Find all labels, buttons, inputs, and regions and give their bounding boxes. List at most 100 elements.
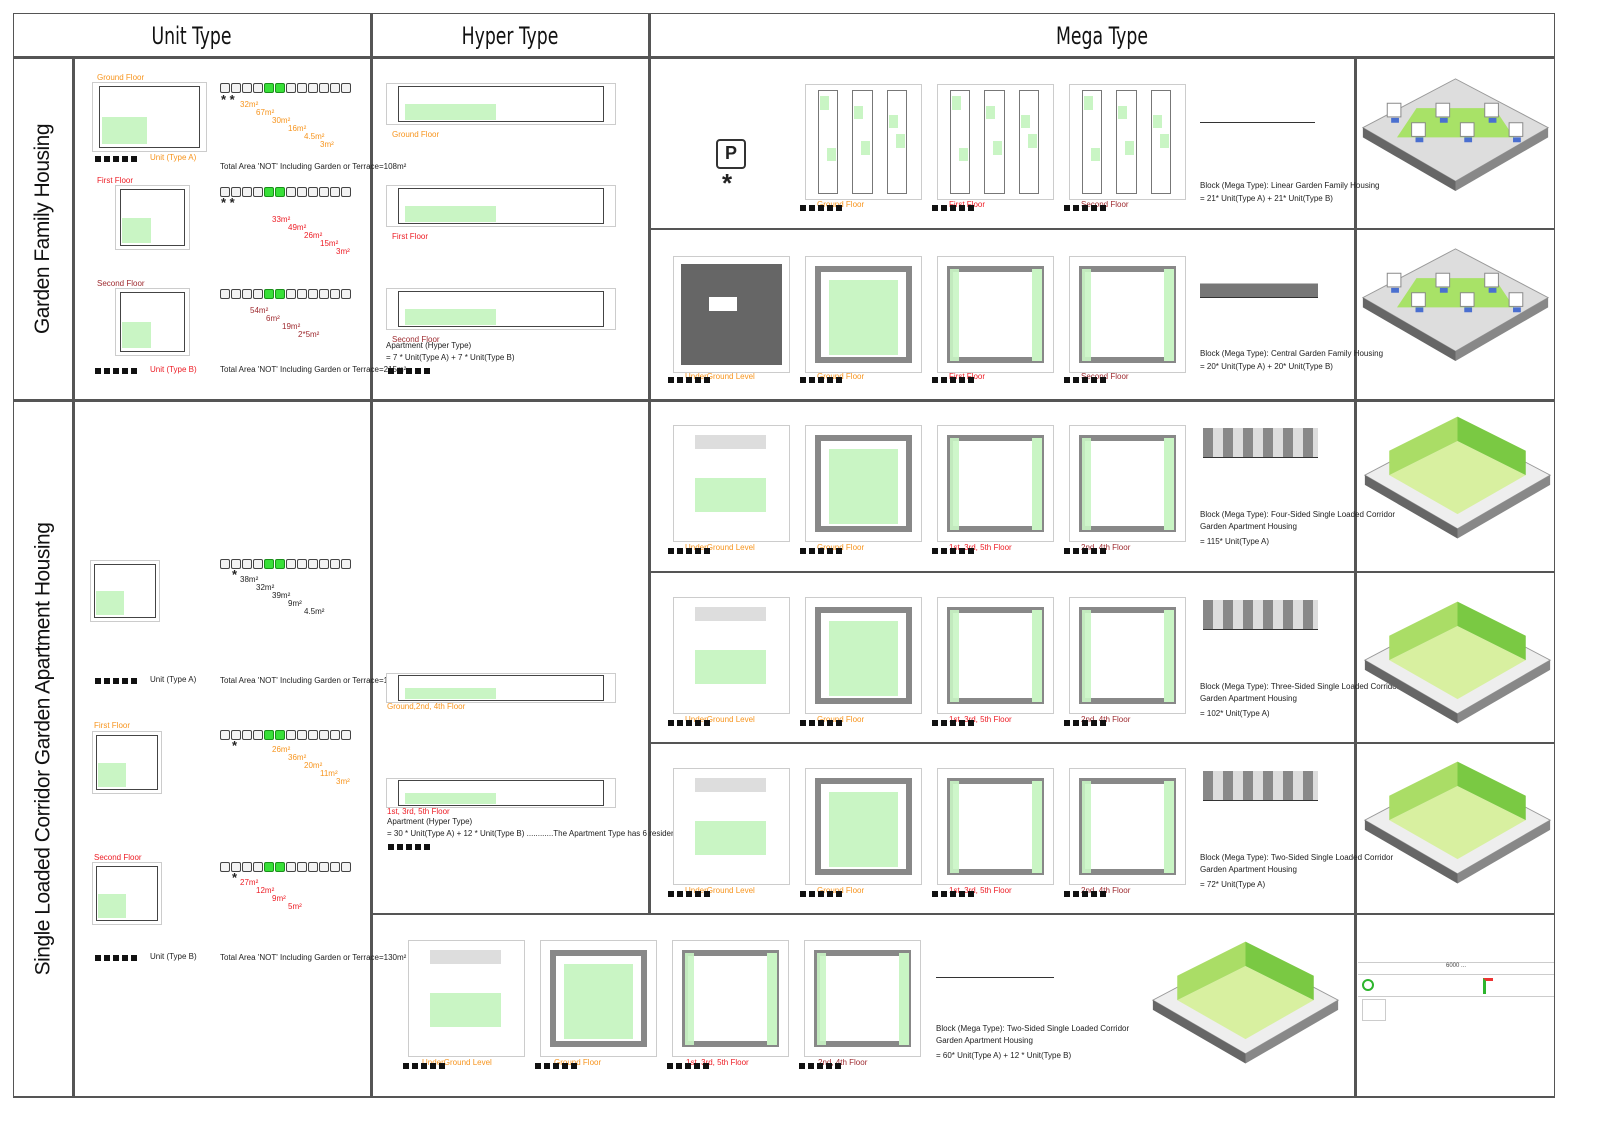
bed-icon [242,289,252,299]
area-label: 4.5m² [304,132,325,141]
floor-label: UnderGround Level [685,715,755,724]
section-elevation [936,950,1054,978]
mega-description: = 102* Unit(Type A) [1200,709,1270,718]
floor-label: UnderGround Level [685,372,755,381]
unit-type-label: Unit (Type B) [150,365,197,374]
parking-icon [231,559,241,569]
scale-bar [95,955,137,961]
scale-bar [668,377,710,383]
mega-plan [937,425,1054,542]
area-label: 36m² [288,753,307,762]
room-icon-strip [220,187,351,197]
hyper-plan [386,288,616,330]
scale-bar [668,720,710,726]
mega-plan [1069,84,1186,200]
asterisk-icon: * [232,738,238,753]
garden-icon [264,862,274,872]
unit-type-label: Unit (Type A) [150,153,197,162]
hyper-plan [386,778,616,808]
mega-description: Garden Apartment Housing [1200,865,1297,874]
floor-label: First Floor [97,176,133,185]
header-unit-type: Unit Type [151,21,232,50]
grid-line [1554,13,1555,1097]
kitchen-icon [308,187,318,197]
asterisk-icon: * * [221,195,235,210]
kitchen-icon [308,730,318,740]
floor-label: Ground Floor [817,715,865,724]
kitchen-icon [308,83,318,93]
dining-icon [297,730,307,740]
grid-line [371,913,1555,915]
area-label: 6m² [266,314,280,323]
unit-plan-first [115,185,190,250]
scale-bar [1064,891,1106,897]
unit-plan-ground [90,560,160,622]
scale-bar [932,205,974,211]
total-area-label: Total Area 'NOT' Including Garden or Ter… [220,162,407,171]
mega-plan [1069,425,1186,542]
garden-icon [264,289,274,299]
bathroom-icon [330,730,340,740]
dining-icon [297,559,307,569]
hyper-plan [386,185,616,227]
isometric-render [1363,761,1552,884]
header-hyper-type: Hyper Type [461,21,559,50]
wc-icon [341,559,351,569]
floor-label: 1st, 3rd, 5th Floor [686,1058,749,1067]
floor-label: 2nd, 4th Floor [818,1058,868,1067]
storage-icon [319,187,329,197]
scale-bar [95,678,137,684]
mega-plan [937,84,1054,200]
scale-bar [932,377,974,383]
floor-label: 1st, 3rd, 5th Floor [949,543,1012,552]
mega-plan [673,256,790,373]
hyper-title: Apartment (Hyper Type) [386,341,472,350]
living-icon [286,730,296,740]
grid-line [13,13,14,1097]
area-label: 11m² [320,769,338,778]
asterisk-icon: * [232,870,238,885]
total-area-label: Total Area 'NOT' Including Garden or Ter… [220,953,407,962]
grid-line [13,1096,1555,1098]
parking-icon [231,289,241,299]
parking-icon: P [716,139,746,169]
bed-icon [253,83,263,93]
room-icon-strip [220,730,351,740]
grid-line [72,57,75,1097]
mega-description: Block (Mega Type): Linear Garden Family … [1200,181,1380,190]
mega-description: Block (Mega Type): Two-Sided Single Load… [1200,853,1394,862]
hyper-plan [386,673,616,703]
bed-icon [242,187,252,197]
mega-plan [804,940,921,1057]
grid-line [13,399,1555,402]
bed-icon [253,187,263,197]
parking-icon [220,83,230,93]
grid-line [648,13,651,915]
area-label: 67m² [256,108,275,117]
asterisk-icon: * * [221,92,235,107]
floor-label: First Floor [949,200,985,209]
scale-bar [800,548,842,554]
mega-plan [805,256,922,373]
bed-icon [242,559,252,569]
area-label: 12m² [256,886,275,895]
isometric-render [1361,248,1550,361]
bed-icon [242,730,252,740]
floor-label: 2nd, 4th Floor [1081,715,1131,724]
kitchen-icon [308,289,318,299]
area-label: 54m² [250,306,269,315]
bed-icon [253,862,263,872]
garden-icon [264,730,274,740]
terrace-icon [275,187,285,197]
living-icon [286,187,296,197]
floor-label: First Floor [94,721,130,730]
unit-plan-first [92,731,162,794]
bathroom-icon [330,559,340,569]
scale-bar [799,1063,841,1069]
area-label: 30m² [272,116,291,125]
floor-label: Ground,2nd, 4th Floor [387,702,466,711]
wc-icon [341,83,351,93]
floor-label: 2nd, 4th Floor [1081,886,1131,895]
floor-label: Second Floor [392,335,440,344]
floor-label: 1st, 3rd, 5th Floor [949,886,1012,895]
